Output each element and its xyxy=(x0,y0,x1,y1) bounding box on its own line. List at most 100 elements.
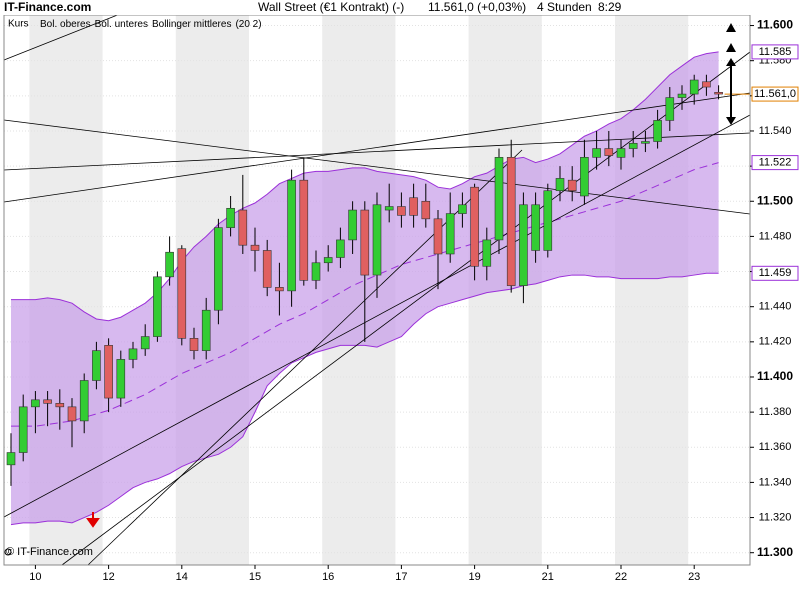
candle-body xyxy=(31,399,40,408)
candle-body xyxy=(250,244,260,251)
candle-body xyxy=(165,251,174,278)
candle-body xyxy=(128,348,138,360)
candle-body xyxy=(226,207,235,228)
candle-body xyxy=(653,120,662,142)
legend-entry: Bol. unteres xyxy=(95,19,148,30)
candle-body xyxy=(348,209,357,241)
trend-line xyxy=(3,119,751,215)
candle-body xyxy=(140,336,150,350)
candle-body xyxy=(177,248,187,339)
value-badge xyxy=(751,155,799,171)
candle-body xyxy=(360,209,370,276)
x-tick-label: 23 xyxy=(688,571,700,583)
signal-arrow xyxy=(726,23,736,52)
axes: 11.300 11.320 11.340 11.360 11.380 11.400 11.4… xyxy=(29,18,799,583)
legend-entry: Bol. oberes xyxy=(40,19,91,30)
band-line xyxy=(11,162,719,427)
candle-body xyxy=(604,148,614,156)
y-tick-label: 11.440 xyxy=(759,301,792,313)
y-tick-label: 11.380 xyxy=(759,406,792,418)
legend-candles: Kurs xyxy=(8,19,29,30)
candle-body xyxy=(201,309,211,351)
candle-body xyxy=(445,213,455,255)
y-tick-label: 11.360 xyxy=(759,441,792,453)
arrows xyxy=(86,23,736,528)
candle-body xyxy=(616,148,626,158)
candle-body xyxy=(214,227,223,311)
brand: IT-Finance.com xyxy=(4,0,91,14)
candle-body xyxy=(543,190,553,251)
candle-body xyxy=(323,257,333,264)
candle-body xyxy=(79,380,89,422)
y-tick-label: 11.340 xyxy=(759,476,792,488)
candles xyxy=(6,74,750,486)
candle-body xyxy=(153,276,162,337)
x-tick-label: 17 xyxy=(395,571,407,583)
x-tick-label: 14 xyxy=(176,571,188,583)
candle-body xyxy=(494,157,504,241)
candle-body xyxy=(665,97,675,121)
value-badge-label: 11.585 xyxy=(759,46,792,58)
band-line xyxy=(10,272,719,526)
x-tick-label: 22 xyxy=(615,571,627,583)
candle-body xyxy=(567,179,577,192)
y-tick-label: 11.420 xyxy=(759,336,792,348)
y-tick-label: 11.600 xyxy=(757,18,793,32)
candle-body xyxy=(470,186,479,267)
candle-body xyxy=(531,204,540,251)
x-tick-label: 10 xyxy=(29,571,41,583)
candle-body xyxy=(92,350,101,381)
legend-params: (20 2) xyxy=(235,19,261,30)
candle-body xyxy=(6,452,16,466)
x-tick-label: 12 xyxy=(102,571,114,583)
value-badge xyxy=(751,44,799,60)
candle-body xyxy=(18,406,28,453)
time: 8:29 xyxy=(598,0,622,14)
candle-body xyxy=(592,148,601,158)
value-badge-label: 11.561,0 xyxy=(754,88,796,100)
value-badge-label: 11.459 xyxy=(759,267,792,279)
y-tick-label: 11.480 xyxy=(759,230,792,242)
candle-body xyxy=(287,179,296,292)
y-tick-label: 11.500 xyxy=(757,193,793,207)
header-bar xyxy=(0,0,800,15)
candle-body xyxy=(555,178,565,192)
candle-body xyxy=(299,179,309,281)
candle-body xyxy=(275,287,284,292)
candle-body xyxy=(116,359,126,399)
y-tick-label: 11.320 xyxy=(759,511,792,523)
trend-line xyxy=(61,51,751,566)
candle-body xyxy=(482,239,492,267)
trend-line xyxy=(3,92,751,203)
value-badge-label: 11.522 xyxy=(759,157,792,169)
legend-entry: Bollinger mittleres xyxy=(152,19,231,30)
footer-icon xyxy=(4,548,12,556)
y-tick-label: 11.400 xyxy=(757,369,793,383)
candle-body xyxy=(67,406,77,422)
candle-body xyxy=(55,403,65,408)
band-line xyxy=(11,51,719,322)
trend-line xyxy=(3,114,751,518)
candle-body xyxy=(372,204,382,276)
candle-body xyxy=(433,218,443,255)
value-badge xyxy=(751,86,799,102)
candle-body xyxy=(458,204,467,214)
y-tick-label: 11.540 xyxy=(759,125,792,137)
chart-title: Wall Street (€1 Kontrakt) (-) xyxy=(258,0,404,14)
quote: 11.561,0 (+0,03%) xyxy=(428,0,526,14)
candle-body xyxy=(677,93,687,98)
x-tick-label: 21 xyxy=(542,571,554,583)
candle-body xyxy=(189,338,199,351)
x-tick-label: 16 xyxy=(322,571,334,583)
trend-line xyxy=(3,132,751,171)
candle-body xyxy=(104,345,113,399)
candle-body xyxy=(714,92,723,95)
candle-body xyxy=(384,206,394,211)
trend-line xyxy=(3,13,121,61)
candle-body xyxy=(641,141,650,144)
candle-body xyxy=(397,206,406,216)
interval: 4 Stunden xyxy=(537,0,592,14)
candle-body xyxy=(43,399,52,404)
candle-body xyxy=(311,262,321,281)
